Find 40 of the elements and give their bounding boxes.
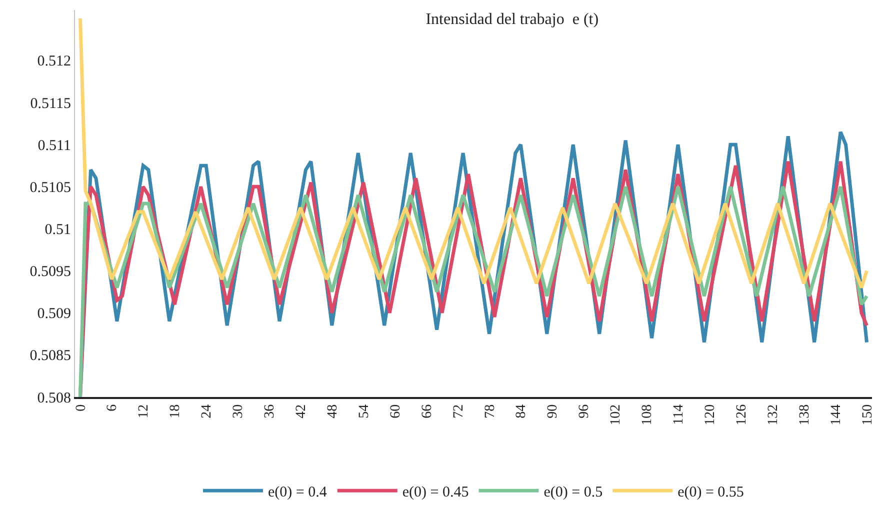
chart-title: Intensidad del trabajo e (t) <box>426 11 599 28</box>
x-tick-label: 36 <box>262 404 278 418</box>
x-tick-label: 144 <box>828 404 844 426</box>
x-tick-label: 30 <box>231 404 246 418</box>
x-tick-label: 72 <box>451 404 466 418</box>
x-tick-label: 24 <box>200 404 215 418</box>
x-tick-label: 54 <box>356 404 372 418</box>
y-tick-label: 0.51 <box>44 222 71 238</box>
y-tick-label: 0.511 <box>38 138 71 154</box>
x-tick-label: 96 <box>577 404 592 418</box>
legend-label: e(0) = 0.4 <box>268 484 328 500</box>
y-tick-label: 0.5095 <box>30 264 71 280</box>
y-tick-label: 0.5115 <box>30 96 71 112</box>
legend-label: e(0) = 0.5 <box>544 484 603 500</box>
y-tick-label: 0.512 <box>37 54 71 70</box>
x-tick-label: 120 <box>703 404 718 426</box>
x-tick-label: 42 <box>294 404 310 418</box>
y-tick-label: 0.5085 <box>30 348 71 364</box>
x-tick-label: 0 <box>74 404 89 412</box>
x-tick-label: 6 <box>105 404 120 412</box>
x-tick-label: 18 <box>168 404 184 418</box>
legend-label: e(0) = 0.55 <box>678 484 744 500</box>
x-tick-label: 108 <box>640 404 656 426</box>
x-tick-label: 90 <box>546 404 561 418</box>
x-tick-label: 126 <box>734 404 750 426</box>
x-tick-label: 78 <box>482 404 498 418</box>
x-tick-label: 84 <box>514 404 530 418</box>
y-tick-label: 0.509 <box>37 306 71 322</box>
x-tick-label: 132 <box>766 404 781 426</box>
x-tick-label: 138 <box>797 404 812 426</box>
x-tick-label: 12 <box>136 404 152 418</box>
legend-label: e(0) = 0.45 <box>402 484 469 500</box>
x-tick-label: 66 <box>420 404 435 418</box>
x-tick-label: 60 <box>388 404 404 418</box>
y-tick-label: 0.508 <box>37 390 71 406</box>
y-tick-label: 0.5105 <box>30 180 71 196</box>
x-tick-label: 48 <box>325 404 340 418</box>
x-tick-label: 150 <box>860 404 876 426</box>
x-tick-label: 114 <box>672 404 687 425</box>
x-tick-label: 102 <box>608 404 624 426</box>
